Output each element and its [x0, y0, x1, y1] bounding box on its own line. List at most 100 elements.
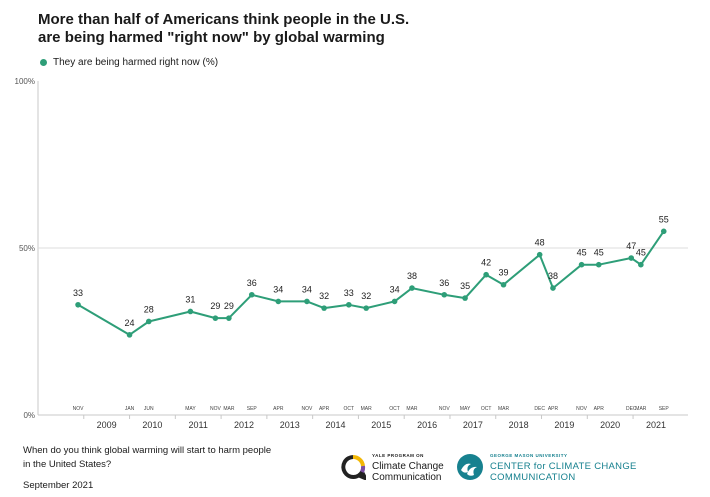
data-label: 38 [407, 271, 417, 281]
month-label: NOV [73, 406, 85, 412]
data-point [346, 301, 352, 308]
month-label: NOV [439, 406, 451, 412]
month-label: APR [548, 406, 559, 412]
data-label: 34 [302, 284, 312, 294]
month-label: MAR [498, 406, 510, 412]
month-label: SEP [247, 406, 258, 412]
month-label: DEC [626, 406, 637, 412]
data-label: 36 [247, 278, 257, 288]
data-label: 35 [460, 281, 470, 291]
data-point [321, 305, 327, 311]
year-label: 2016 [417, 420, 437, 430]
data-point [500, 281, 507, 288]
data-label: 29 [224, 301, 234, 311]
data-label: 39 [499, 268, 509, 278]
month-label: DEC [534, 406, 545, 412]
data-label: 34 [390, 284, 400, 294]
year-label: 2018 [509, 420, 529, 430]
yale-small-text: YALE PROGRAM ON [372, 453, 424, 458]
question-line-2: in the United States? [23, 459, 112, 470]
data-point [363, 305, 370, 311]
data-point [628, 255, 635, 261]
data-point [391, 298, 398, 305]
data-label: 33 [73, 288, 83, 298]
data-point [212, 315, 219, 321]
year-label: 2020 [600, 420, 620, 430]
data-label: 32 [361, 291, 371, 301]
year-label: 2012 [234, 420, 254, 430]
data-point [550, 285, 556, 291]
data-point [483, 271, 489, 278]
data-point [304, 298, 310, 305]
data-point [660, 228, 667, 235]
data-label: 36 [439, 278, 449, 288]
legend: They are being harmed right now (%) [40, 57, 218, 68]
year-label: 2017 [463, 420, 483, 430]
data-label: 24 [125, 318, 135, 328]
gmu-small-text: GEORGE MASON UNIVERSITY [490, 453, 568, 458]
data-label: 31 [185, 294, 195, 304]
month-label: NOV [210, 406, 222, 412]
year-label: 2014 [326, 420, 346, 430]
data-label: 38 [548, 271, 558, 281]
survey-date: September 2021 [23, 480, 94, 491]
line-chart: 0% 50% 100% 2009 2010 2011 2012 2013 2014 2015 201… [15, 77, 688, 430]
month-label: OCT [481, 406, 492, 412]
year-label: 2010 [142, 420, 162, 430]
yale-logo: YALE PROGRAM ON Climate Change Communica… [340, 450, 444, 483]
yale-line-1: Climate Change [372, 461, 444, 472]
data-point [595, 261, 602, 268]
data-label: 42 [481, 258, 491, 268]
month-label: NOV [302, 406, 314, 412]
month-label: OCT [389, 406, 400, 412]
year-label: 2015 [371, 420, 391, 430]
month-label: NOV [576, 406, 588, 412]
month-label: APR [273, 406, 284, 412]
y-tick-label: 0% [23, 411, 35, 420]
data-point [441, 291, 448, 298]
month-label: JAN [125, 406, 135, 412]
data-point [275, 298, 282, 305]
data-label: 47 [626, 241, 636, 251]
data-point [536, 251, 543, 258]
title-line-2: are being harmed "right now" by global w… [38, 29, 385, 46]
month-label: MAY [460, 406, 471, 412]
data-label: 34 [273, 284, 283, 294]
chart-title: More than half of Americans think people… [38, 11, 598, 47]
data-point [75, 301, 81, 308]
month-label: OCT [344, 406, 355, 412]
data-label: 33 [344, 288, 354, 298]
data-label: 28 [144, 304, 154, 314]
data-point [248, 291, 255, 298]
data-label: 45 [636, 248, 646, 258]
legend-label: They are being harmed right now (%) [53, 57, 219, 68]
data-label: 45 [577, 248, 587, 258]
yale-line-2: Communication [372, 472, 442, 483]
y-tick-label: 100% [15, 77, 35, 86]
year-label: 2011 [189, 420, 208, 430]
data-point [462, 295, 468, 301]
wave-icon [457, 453, 483, 480]
data-point [638, 261, 644, 268]
gmu-logo: GEORGE MASON UNIVERSITY CENTER for CLIMA… [456, 450, 637, 483]
month-label: APR [594, 406, 605, 412]
month-label: MAR [223, 406, 235, 412]
month-label: MAY [185, 406, 196, 412]
month-label: APR [319, 406, 330, 412]
data-point [409, 285, 415, 291]
gmu-line-1: CENTER for CLIMATE CHANGE [490, 461, 637, 472]
survey-question: When do you think global warming will st… [23, 444, 313, 472]
month-label: JUN [144, 406, 154, 412]
data-label: 45 [594, 248, 604, 258]
title-line-1: More than half of Americans think people… [38, 11, 410, 28]
gmu-line-2: COMMUNICATION [490, 472, 576, 483]
y-tick-label: 50% [19, 244, 35, 253]
data-point [126, 332, 133, 338]
month-label: SEP [659, 406, 670, 412]
year-label: 2013 [280, 420, 300, 430]
year-label: 2019 [554, 420, 574, 430]
data-point [226, 315, 232, 321]
data-label: 29 [210, 301, 220, 311]
question-line-1: When do you think global warming will st… [23, 445, 272, 456]
month-label: MAR [635, 406, 647, 412]
